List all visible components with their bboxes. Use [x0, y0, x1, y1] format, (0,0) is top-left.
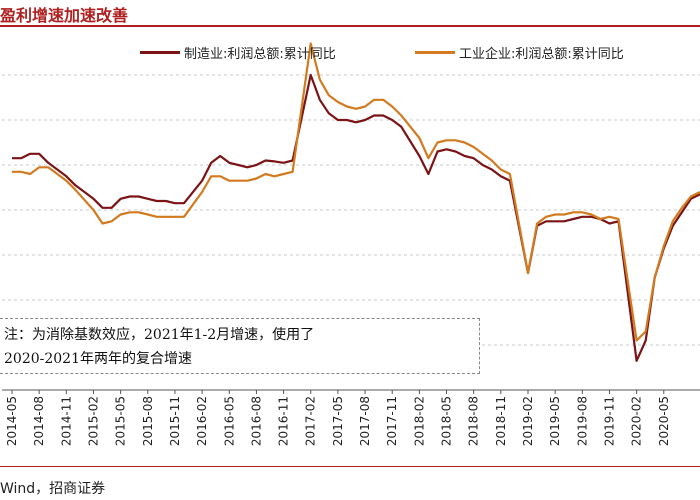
x-tick-label-19: 2019-02 — [521, 396, 535, 446]
x-tick-label-7: 2016-02 — [195, 396, 209, 446]
x-tick-label-10: 2016-11 — [277, 396, 291, 446]
source-divider — [0, 466, 700, 467]
x-tick-label-15: 2018-02 — [412, 396, 426, 446]
note-line-1: 注：为消除基数效应，2021年1-2月增速，使用了 — [4, 327, 315, 343]
x-tick-label-21: 2019-08 — [575, 396, 589, 446]
x-tick-label-4: 2015-05 — [114, 396, 128, 446]
x-tick-label-17: 2018-08 — [467, 396, 481, 446]
x-tick-label-11: 2017-02 — [304, 396, 318, 446]
source-label: Wind，招商证券 — [0, 481, 106, 497]
x-tick-label-3: 2015-02 — [86, 396, 100, 446]
x-tick-label-5: 2015-08 — [141, 396, 155, 446]
legend-swatch-series1 — [140, 50, 180, 54]
x-tick-label-20: 2019-05 — [548, 396, 562, 446]
legend-item-series1: 制造业:利润总额:累计同比 — [140, 43, 336, 62]
x-tick-label-16: 2018-05 — [440, 396, 454, 446]
legend-label-series1: 制造业:利润总额:累计同比 — [184, 46, 336, 62]
note-line-2: 2020-2021年两年的复合增速 — [4, 351, 192, 367]
series-line-2 — [12, 42, 700, 342]
x-tick-label-12: 2017-05 — [331, 396, 345, 446]
x-tick-label-22: 2019-11 — [602, 396, 616, 446]
x-tick-label-23: 2020-02 — [630, 396, 644, 446]
x-tick-label-1: 2014-08 — [32, 396, 46, 446]
x-tick-label-2: 2014-11 — [59, 396, 73, 446]
legend-item-series2: 工业企业:利润总额:累计同比 — [415, 43, 624, 62]
legend-label-series2: 工业企业:利润总额:累计同比 — [459, 46, 624, 62]
legend-swatch-series2 — [415, 50, 455, 54]
x-tick-label-6: 2015-11 — [168, 396, 182, 446]
x-tick-label-24: 2020-05 — [657, 396, 671, 446]
series-line-1 — [12, 73, 700, 362]
title-divider — [0, 25, 700, 27]
x-tick-label-13: 2017-08 — [358, 396, 372, 446]
x-tick-label-18: 2018-11 — [494, 396, 508, 446]
x-tick-label-14: 2017-11 — [385, 396, 399, 446]
x-tick-label-0: 2014-05 — [5, 396, 19, 446]
x-tick-label-8: 2016-05 — [222, 396, 236, 446]
x-tick-label-9: 2016-08 — [249, 396, 263, 446]
note-box: 注：为消除基数效应，2021年1-2月增速，使用了 2020-2021年两年的复… — [0, 318, 480, 374]
page-title: 盈利增速加速改善 — [0, 6, 129, 25]
